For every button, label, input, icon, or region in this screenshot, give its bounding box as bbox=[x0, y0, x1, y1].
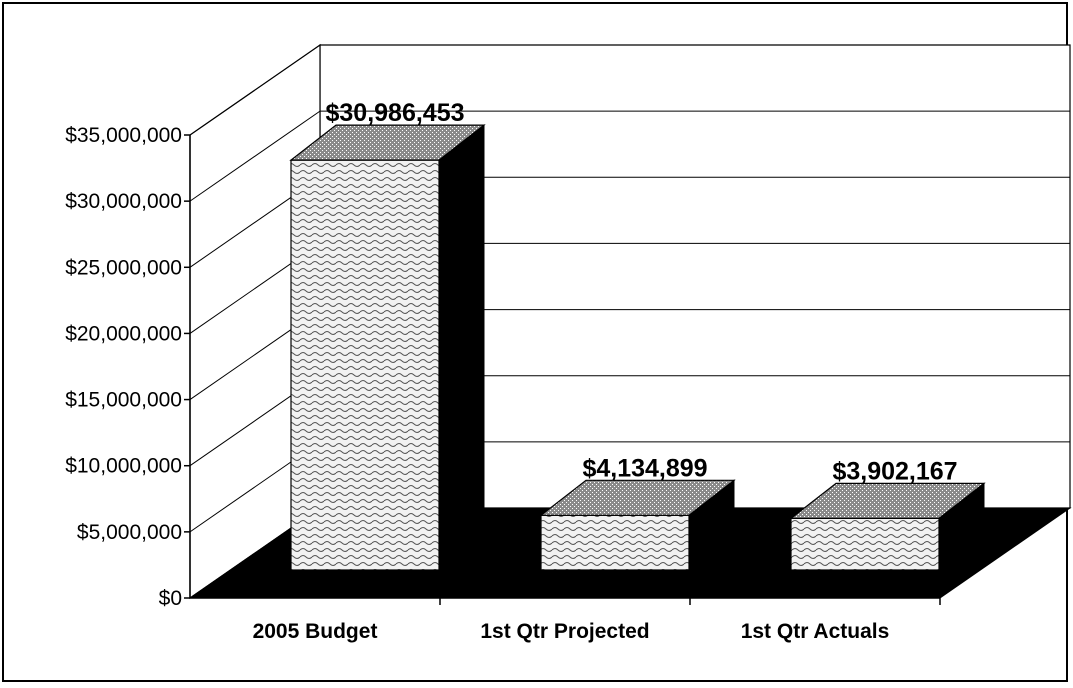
y-tick-label: $35,000,000 bbox=[65, 124, 182, 147]
y-tick-label: $15,000,000 bbox=[65, 389, 182, 412]
bar-side bbox=[438, 124, 485, 572]
y-tick-label: $30,000,000 bbox=[65, 190, 182, 213]
y-tick-label: $5,000,000 bbox=[77, 521, 182, 544]
category-label: 1st Qtr Projected bbox=[480, 620, 649, 643]
category-label: 2005 Budget bbox=[253, 620, 378, 643]
bar-front bbox=[290, 159, 440, 571]
data-label: $30,986,453 bbox=[325, 99, 464, 127]
bar-top bbox=[289, 124, 486, 161]
bar-front bbox=[540, 514, 690, 571]
data-label: $3,902,167 bbox=[832, 457, 957, 485]
y-tick-label: $10,000,000 bbox=[65, 455, 182, 478]
x-axis-labels: 2005 Budget 1st Qtr Projected 1st Qtr Actu… bbox=[253, 620, 890, 643]
bar bbox=[539, 479, 736, 572]
y-axis-ticks: $0 $5,000,000 $10,000,000 $15,000,000 $20,00… bbox=[65, 124, 941, 610]
gridline-side bbox=[189, 110, 321, 202]
data-labels: $30,986,453 $4,134,899 $3,902,167 bbox=[325, 99, 957, 485]
bar bbox=[289, 124, 486, 572]
bar-front bbox=[790, 517, 940, 571]
bar-top bbox=[539, 479, 736, 516]
bar-top bbox=[789, 482, 986, 519]
data-label: $4,134,899 bbox=[582, 454, 707, 482]
gridline-side bbox=[189, 44, 321, 136]
y-tick-label: $20,000,000 bbox=[65, 322, 182, 345]
y-tick-label: $0 bbox=[159, 587, 182, 610]
y-tick-label: $25,000,000 bbox=[65, 256, 182, 279]
bars bbox=[289, 124, 986, 572]
bar bbox=[789, 482, 986, 572]
category-label: 1st Qtr Actuals bbox=[741, 620, 890, 643]
